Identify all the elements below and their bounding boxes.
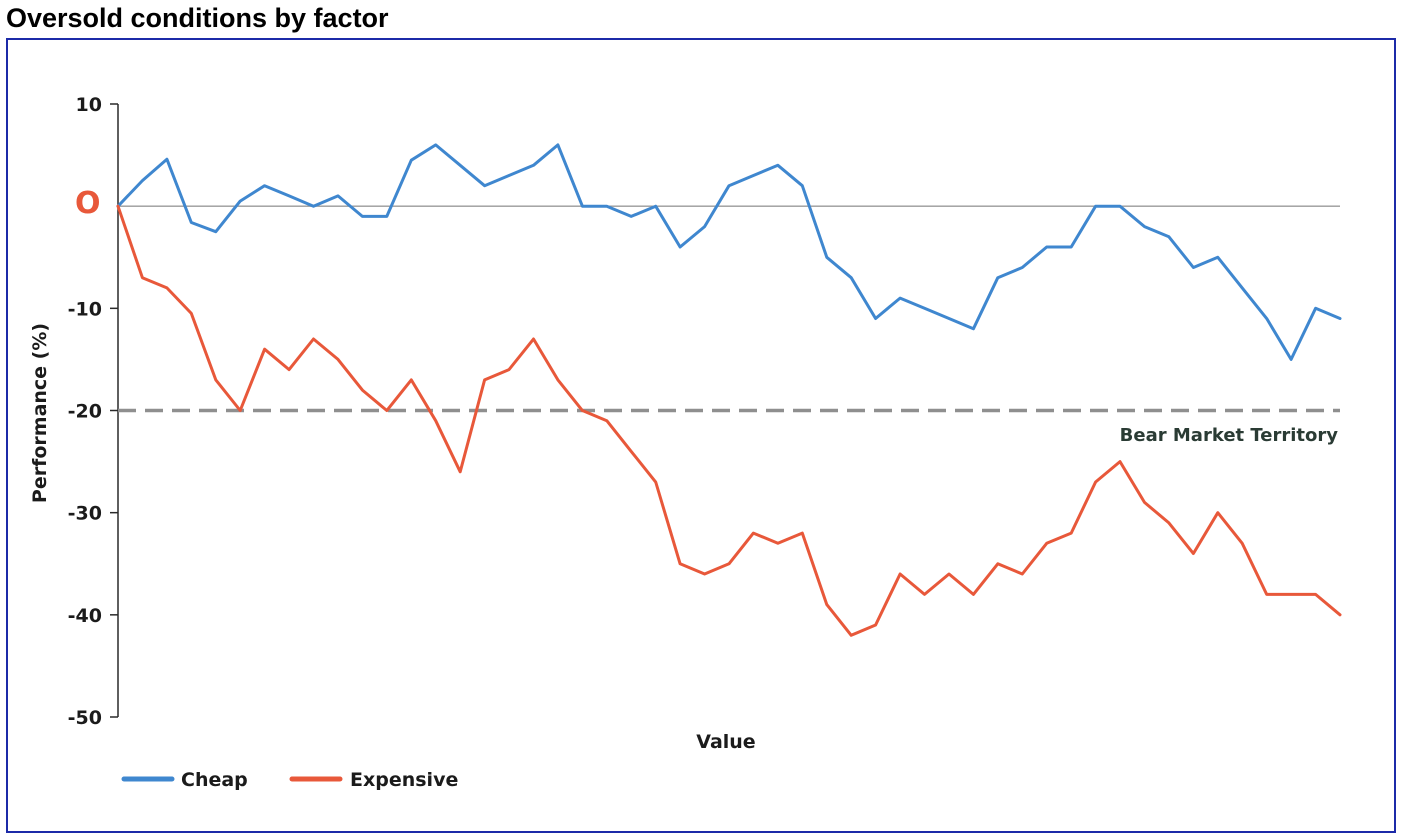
series-line-cheap [116, 143, 1342, 361]
legend-label-cheap: Cheap [181, 769, 248, 791]
series-layer [116, 143, 1342, 637]
legend-label-expensive: Expensive [350, 769, 458, 791]
y-tick-label: -50 [68, 707, 102, 729]
y-tick-label: 10 [76, 94, 102, 116]
legend: Cheap Expensive [121, 769, 458, 791]
reference-lines [118, 205, 1340, 413]
page-title: Oversold conditions by factor [6, 3, 389, 33]
y-tick-label: -20 [68, 401, 102, 423]
y-tick-label: -40 [68, 605, 102, 627]
x-axis-title: Value [696, 731, 755, 753]
chart-frame [6, 38, 1396, 833]
series-line-expensive [116, 204, 1342, 637]
y-axis-title: Performance (%) [29, 323, 51, 503]
y-tick-label: -30 [68, 503, 102, 525]
bear-market-annotation: Bear Market Territory [1120, 425, 1339, 446]
y-tick-label: -10 [68, 298, 102, 320]
zero-marker: O [75, 186, 101, 221]
